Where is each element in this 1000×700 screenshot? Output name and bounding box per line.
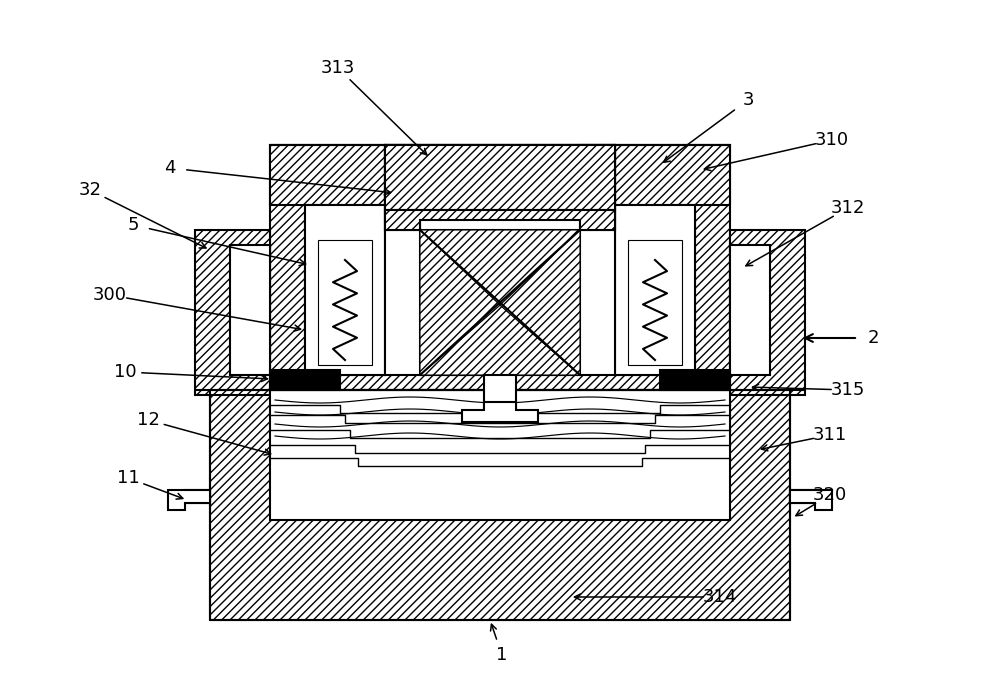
Text: 5: 5 [127, 216, 139, 234]
Text: 314: 314 [703, 588, 737, 606]
Bar [385, 145, 420, 230]
Text: 32: 32 [78, 181, 102, 199]
Polygon shape [790, 490, 815, 503]
Bar [195, 230, 270, 395]
Text: 10: 10 [114, 363, 136, 381]
Text: 4: 4 [164, 159, 176, 177]
Bar [628, 240, 682, 365]
Text: 312: 312 [831, 199, 865, 217]
Polygon shape [500, 230, 580, 375]
Text: 2: 2 [867, 329, 879, 347]
Bar [420, 230, 580, 375]
Text: 320: 320 [813, 486, 847, 504]
Bar [385, 145, 615, 205]
Text: 3: 3 [742, 91, 754, 109]
Text: 310: 310 [815, 131, 849, 149]
Text: 311: 311 [813, 426, 847, 444]
Bar [660, 370, 730, 390]
Text: 1: 1 [496, 646, 508, 664]
Bar [730, 230, 805, 395]
Bar [580, 145, 615, 230]
Bar [484, 375, 516, 410]
Bar [615, 145, 730, 205]
Bar [305, 205, 385, 375]
Bar [385, 145, 615, 210]
Polygon shape [420, 230, 580, 305]
Bar [230, 245, 270, 375]
Bar [270, 145, 730, 390]
Polygon shape [168, 490, 210, 510]
Polygon shape [185, 490, 210, 503]
Bar [615, 205, 695, 375]
Bar [615, 205, 695, 375]
Text: 12: 12 [137, 411, 159, 429]
Bar [318, 240, 372, 365]
Polygon shape [462, 402, 538, 422]
Text: 11: 11 [117, 469, 139, 487]
Bar [305, 205, 385, 375]
Polygon shape [790, 490, 832, 510]
Polygon shape [420, 230, 500, 375]
Text: 300: 300 [93, 286, 127, 304]
Bar [385, 145, 615, 375]
Bar [730, 245, 770, 375]
Polygon shape [385, 210, 615, 230]
Text: 315: 315 [831, 381, 865, 399]
Polygon shape [420, 305, 580, 375]
Bar [270, 390, 730, 520]
Bar [270, 145, 385, 205]
Bar [270, 370, 340, 390]
Bar [210, 390, 790, 620]
Text: 313: 313 [321, 59, 355, 77]
